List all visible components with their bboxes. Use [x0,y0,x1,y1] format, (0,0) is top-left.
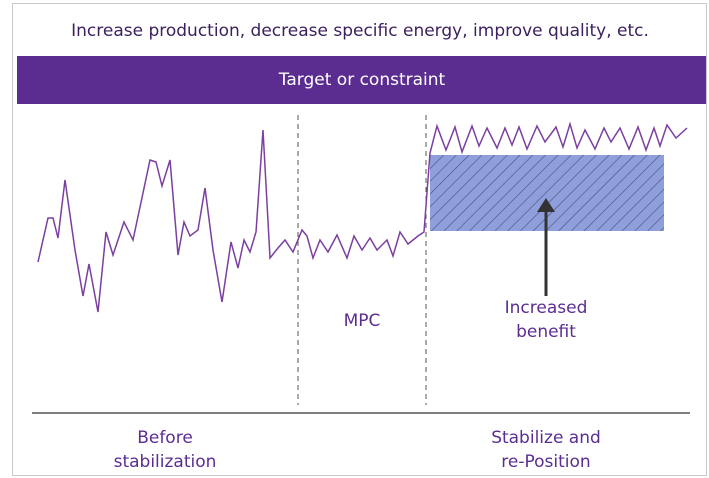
phase-label: Stabilize and [491,428,601,448]
target-banner [17,56,706,104]
phase-label: Before [137,428,193,448]
process-signal [37,121,688,313]
header-title: Increase production, decrease specific e… [71,21,649,41]
phase-label: stabilization [114,452,217,472]
banner-label: Target or constraint [278,70,446,90]
benefit-label: Increased [505,298,588,318]
phase-label: re-Position [501,452,590,472]
benefit-label: benefit [516,322,576,342]
arrow-head [537,198,555,212]
mpc-label: MPC [344,311,381,331]
